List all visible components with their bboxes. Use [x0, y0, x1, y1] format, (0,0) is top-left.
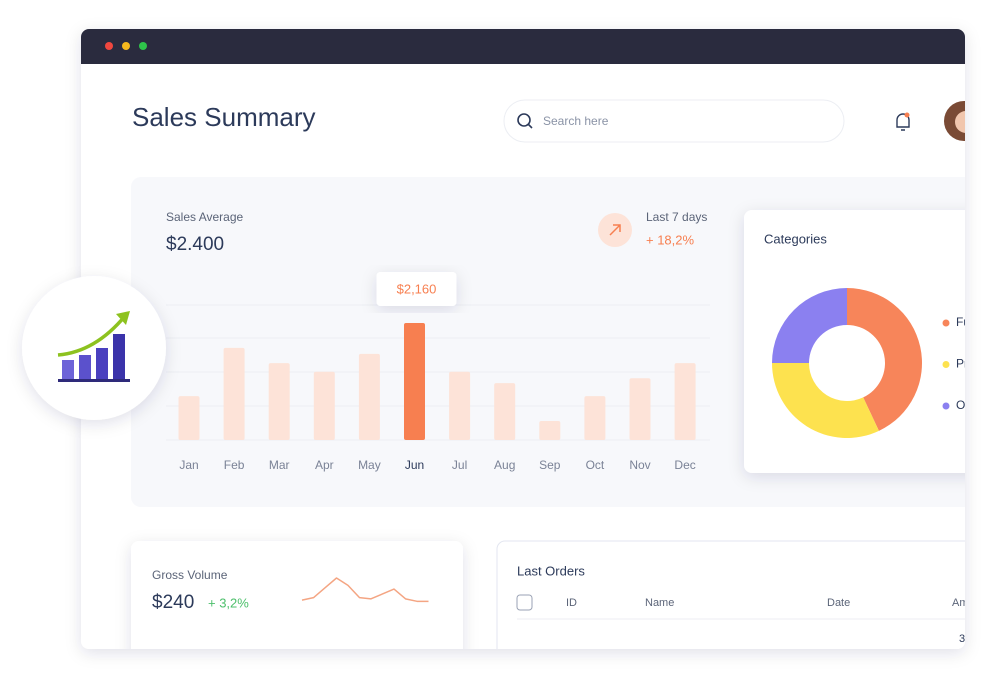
column-header: ID	[566, 597, 577, 609]
orders-table: ID Name Date Am 3	[566, 597, 969, 645]
gross-value: $240	[152, 592, 194, 613]
x-tick-label: Apr	[315, 458, 334, 472]
growth-badge	[22, 276, 166, 420]
bar-chart: Jan Feb Mar Apr May Jun $2,160 Jul Aug Sep Oct Nov D…	[178, 272, 696, 472]
legend-dot	[942, 361, 950, 368]
legend-dot	[942, 319, 950, 327]
period-change: + 18,2%	[646, 232, 695, 247]
growth-icon	[57, 311, 130, 382]
gross-change: + 3,2%	[208, 595, 249, 610]
bar	[674, 363, 696, 440]
window-content: Sales Summary Search here Sales Average …	[81, 29, 970, 649]
column-header: Date	[827, 597, 850, 609]
donut-segment	[847, 288, 922, 431]
avatar-face	[955, 111, 965, 133]
sales-label: Sales Average	[166, 210, 243, 224]
x-tick-label: Nov	[629, 458, 650, 472]
column-header: Am	[952, 597, 969, 609]
categories-title: Categories	[764, 231, 827, 246]
x-tick-label: Aug	[494, 458, 515, 472]
bar	[268, 363, 290, 440]
orders-title: Last Orders	[517, 563, 585, 578]
legend-label: Fu	[956, 315, 970, 329]
x-tick-label: Feb	[224, 458, 245, 472]
search-icon	[517, 113, 531, 127]
notification-dot	[904, 112, 910, 118]
search-box[interactable]	[503, 99, 845, 143]
orders-card	[496, 540, 965, 649]
legend-dot	[942, 402, 950, 410]
x-tick-label: Jul	[452, 458, 467, 472]
period-label: Last 7 days	[646, 210, 707, 224]
donut-segment	[772, 288, 847, 363]
x-tick-label: Mar	[269, 458, 290, 472]
sparkline-line	[301, 577, 429, 603]
bar	[449, 371, 471, 440]
table-cell: 3	[959, 633, 965, 645]
donut-segment	[772, 363, 879, 438]
maximize-button[interactable]	[139, 42, 147, 50]
title-bar	[81, 29, 965, 64]
tooltip-label: $2,160	[397, 281, 437, 296]
x-tick-label: May	[358, 458, 381, 472]
bar	[629, 378, 651, 440]
x-tick-label: Sep	[539, 458, 561, 472]
x-tick-label: Dec	[674, 458, 695, 472]
x-tick-label: Oct	[586, 458, 605, 472]
search-placeholder: Search here	[543, 114, 609, 128]
x-tick-label: Jan	[179, 458, 198, 472]
bar	[358, 353, 380, 440]
notification-bell[interactable]	[896, 113, 910, 131]
bar	[584, 396, 606, 440]
select-all-checkbox[interactable]	[516, 594, 533, 611]
minimize-button[interactable]	[122, 42, 130, 50]
column-header: Name	[645, 597, 674, 609]
gross-label: Gross Volume	[152, 568, 228, 582]
bar	[313, 371, 335, 440]
x-tick-label: Jun	[405, 458, 424, 472]
search-icon-handle	[527, 123, 533, 129]
bar	[539, 421, 561, 440]
close-button[interactable]	[105, 42, 113, 50]
bar	[223, 347, 245, 440]
bar	[404, 323, 425, 440]
sparkline	[301, 577, 429, 603]
gross-volume-card	[131, 541, 463, 649]
legend-label: O	[956, 398, 965, 412]
bar	[178, 396, 200, 440]
tooltip	[376, 272, 457, 306]
sales-value: $2.400	[166, 234, 224, 255]
donut-chart: Fu Pr O	[772, 288, 970, 438]
legend-label: Pr	[956, 357, 968, 371]
trend-arrow	[609, 224, 621, 236]
bar	[494, 383, 516, 440]
page-title: Sales Summary	[132, 102, 316, 132]
